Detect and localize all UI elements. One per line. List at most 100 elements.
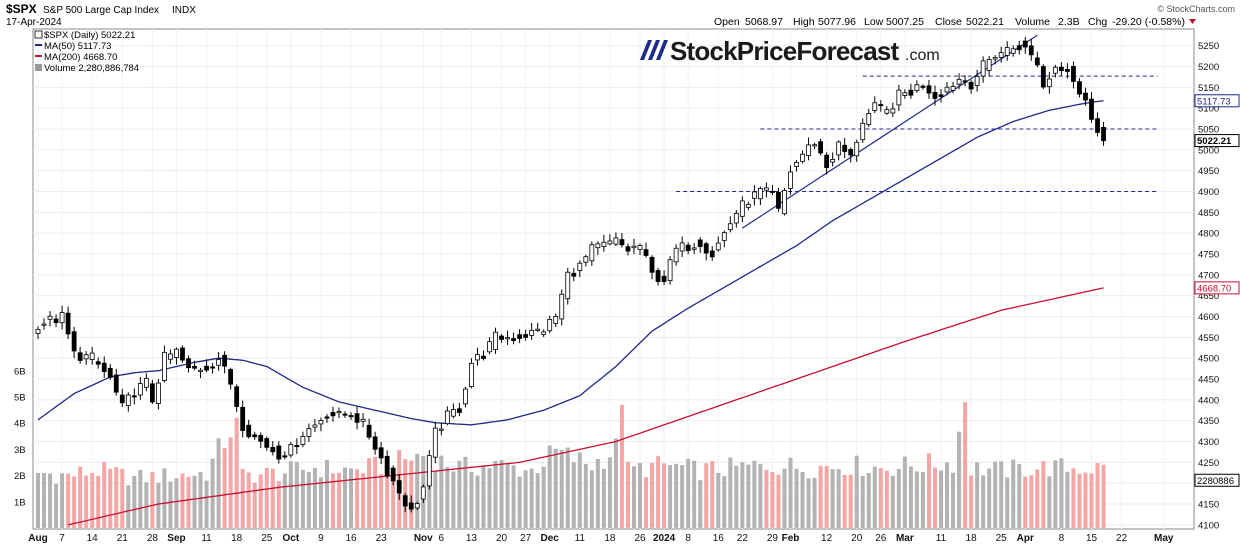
candle-up	[505, 337, 510, 340]
volume-bar	[355, 469, 360, 528]
date-tick-label: 20	[496, 533, 508, 544]
date-tick-label: 8	[1059, 533, 1065, 544]
price-tick-label: 5150	[1198, 83, 1219, 94]
candle-down	[878, 104, 884, 107]
candle-up	[788, 171, 793, 189]
legend-ma50: MA(50) 5117.73	[44, 41, 111, 52]
candle-up	[836, 141, 842, 156]
candle-up	[691, 247, 697, 250]
candle-up	[1004, 47, 1010, 56]
price-tick-label: 4150	[1198, 500, 1219, 511]
volume-bar	[132, 475, 137, 528]
volume-bar	[84, 475, 89, 528]
volume-bar	[361, 473, 366, 528]
candle-down	[848, 149, 854, 156]
price-tick-label: 4400	[1198, 395, 1219, 406]
watermark-logo: StockPriceForecast .com	[640, 36, 940, 66]
candle-up	[589, 244, 595, 262]
candle-down	[107, 367, 113, 378]
candle-down	[192, 365, 197, 369]
support-lines	[676, 34, 1158, 229]
volume-bar	[722, 476, 727, 528]
volume-bar	[764, 469, 769, 528]
candle-down	[481, 355, 486, 360]
volume-bar	[186, 476, 191, 528]
candle-down	[842, 144, 848, 152]
chg-value: -29.20 (-0.58%)	[1112, 16, 1185, 28]
volume-bar	[812, 477, 817, 528]
volume-bar	[926, 453, 931, 528]
candle-up	[1010, 48, 1016, 54]
volume-bar	[1023, 476, 1028, 528]
candle-up	[553, 315, 559, 324]
volume-bar	[222, 447, 227, 528]
volume-bar	[674, 463, 679, 528]
candle-up	[637, 245, 643, 251]
price-tick-label: 4550	[1198, 333, 1219, 344]
candle-up	[143, 378, 149, 388]
volume-bar	[300, 469, 305, 528]
candle-up	[360, 418, 366, 422]
volume-bar	[523, 470, 528, 528]
candle-up	[414, 503, 420, 509]
candle-up	[631, 245, 637, 249]
price-tick-label: 4700	[1198, 270, 1219, 281]
volume-bar	[692, 460, 697, 528]
candle-up	[667, 259, 673, 281]
volume-bar	[210, 458, 215, 528]
price-tick-label: 4350	[1198, 416, 1219, 427]
candle-up	[463, 388, 468, 405]
volume-bar	[607, 457, 612, 528]
candle-up	[198, 369, 203, 372]
date-tick-label: 11	[201, 533, 212, 544]
candle-down	[378, 447, 384, 459]
ma200-line	[67, 287, 1104, 526]
low-label: Low	[864, 16, 884, 28]
candle-up	[174, 348, 179, 358]
volume-bar	[1005, 477, 1010, 528]
close-value: 5022.21	[966, 16, 1004, 28]
candle-up	[469, 362, 474, 388]
candle-down	[119, 394, 125, 404]
volume-bar	[246, 472, 251, 528]
candle-down	[1077, 81, 1082, 95]
date-tick-label: 18	[604, 533, 616, 544]
price-tick-label: 4850	[1198, 208, 1219, 219]
candle-up	[475, 354, 480, 361]
candle-up	[59, 312, 65, 324]
volume-bar	[656, 456, 661, 528]
volume-bar	[698, 480, 703, 528]
volume-bar	[234, 417, 239, 528]
volume-bar	[553, 448, 558, 528]
candle-down	[366, 424, 372, 438]
candle-up	[902, 92, 908, 96]
watermark-brand: StockPriceForecast	[670, 36, 900, 66]
price-tick-label: 4950	[1198, 166, 1219, 177]
volume-bar	[806, 478, 811, 528]
candle-down	[709, 250, 715, 258]
volume-bar	[577, 452, 582, 528]
volume-bar	[168, 481, 173, 528]
volume-bar	[896, 469, 901, 528]
volume-label: Volume	[1015, 16, 1050, 28]
volume-bar	[1077, 473, 1082, 528]
down-arrow-icon	[1189, 19, 1196, 24]
candle-up	[806, 144, 811, 156]
volume-bar	[565, 447, 570, 528]
candle-down	[926, 85, 932, 94]
volume-bar	[1089, 473, 1094, 528]
candle-down	[1028, 45, 1034, 56]
high-value: 5077.96	[818, 16, 856, 28]
volume-bar	[932, 467, 937, 528]
candle-up	[992, 57, 998, 60]
price-tick-label: 5250	[1198, 41, 1219, 52]
candle-up	[541, 331, 547, 335]
volume-bar	[969, 475, 974, 528]
volume-bar	[914, 471, 919, 528]
logo-stripe-3	[656, 40, 668, 60]
candle-up	[950, 86, 956, 91]
volume-bar	[638, 463, 642, 528]
candle-down	[517, 334, 522, 339]
close-label: Close	[935, 16, 962, 28]
volume-bar	[330, 473, 335, 528]
